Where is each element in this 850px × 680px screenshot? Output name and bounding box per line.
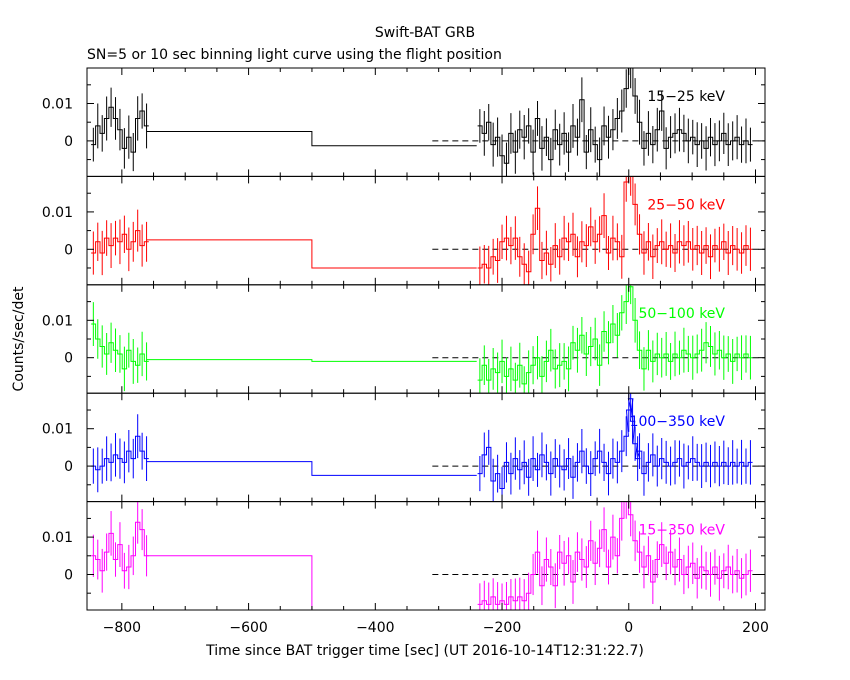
x-tick-label: −200 xyxy=(483,620,521,636)
x-axis-label: Time since BAT trigger time [sec] (UT 20… xyxy=(205,643,644,659)
y-tick-label: 0 xyxy=(64,459,73,475)
y-tick-label: 0 xyxy=(64,134,73,150)
y-tick-label: 0.01 xyxy=(42,422,73,438)
early-series-line xyxy=(91,106,149,153)
y-tick-label: 0.01 xyxy=(42,313,73,329)
early-series-line xyxy=(91,521,149,572)
x-tick-label: −600 xyxy=(229,620,267,636)
x-tick-label: −400 xyxy=(356,620,394,636)
wide-bin-line xyxy=(146,555,477,611)
y-tick-label: 0 xyxy=(64,567,73,583)
panel-5: 0 0.01 15−350 keV xyxy=(42,501,766,611)
y-tick-label: 0.01 xyxy=(42,205,73,221)
panel-3: 0 0.01 50−100 keV xyxy=(42,284,766,394)
band-label: 25−50 keV xyxy=(647,197,725,213)
panel-frame xyxy=(86,67,766,177)
early-series-line xyxy=(91,323,149,370)
panel-frame xyxy=(86,392,766,503)
band-label: 100−350 keV xyxy=(630,414,726,430)
panel-1: 0 0.01 15−25 keV xyxy=(42,67,766,177)
y-tick-label: 0 xyxy=(64,351,73,367)
panel-frame xyxy=(86,284,766,394)
late-series-line xyxy=(477,286,753,385)
wide-bin-line xyxy=(146,131,477,147)
y-tick-label: 0.01 xyxy=(42,530,73,546)
x-tick-label: 0 xyxy=(624,620,633,636)
wide-bin-line xyxy=(146,359,477,362)
early-series-line xyxy=(91,230,149,254)
chart-title: Swift-BAT GRB xyxy=(375,25,475,41)
wide-bin-line xyxy=(146,239,477,269)
early-series-line xyxy=(91,435,149,471)
band-label: 15−350 keV xyxy=(638,523,725,539)
late-series-line xyxy=(477,176,753,273)
y-axis-label: Counts/sec/det xyxy=(11,286,27,391)
band-label: 50−100 keV xyxy=(638,306,725,322)
y-tick-label: 0 xyxy=(64,242,73,258)
band-label: 15−25 keV xyxy=(647,89,725,105)
late-series-line xyxy=(477,501,753,605)
panel-4: 0 0.01 100−350 keV xyxy=(42,392,766,503)
late-series-line xyxy=(477,398,753,489)
chart-subtitle: SN=5 or 10 sec binning light curve using… xyxy=(87,47,502,63)
wide-bin-line xyxy=(146,461,477,476)
y-tick-label: 0.01 xyxy=(42,97,73,113)
panel-2: 0 0.01 25−50 keV xyxy=(42,175,766,286)
panel-frame xyxy=(86,175,766,286)
late-series-line xyxy=(477,68,753,164)
x-tick-label: 200 xyxy=(742,620,769,636)
x-tick-label: −800 xyxy=(103,620,141,636)
